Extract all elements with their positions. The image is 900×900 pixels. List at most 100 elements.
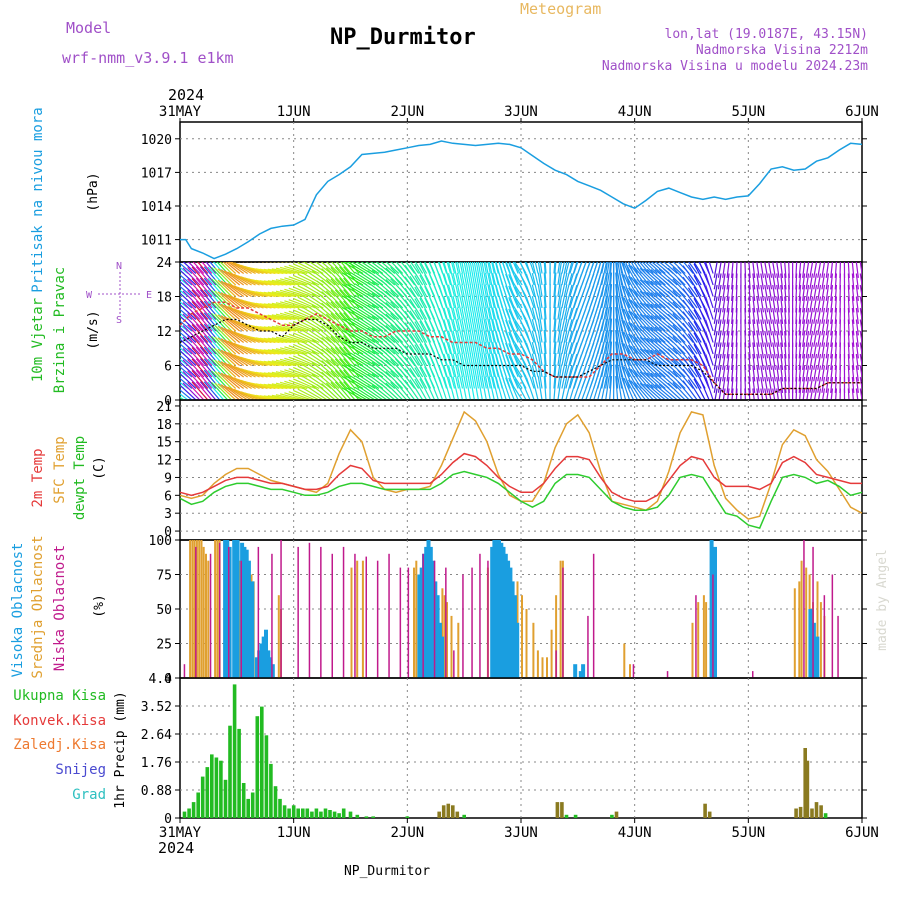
y-tick-label: 1014 [141, 200, 172, 215]
bottom-date-label: 1JUN [277, 825, 311, 841]
wind-arrow [605, 262, 607, 263]
wind-arrow [633, 346, 650, 366]
wind-arrow [514, 355, 527, 378]
y-tick-label: 24 [156, 256, 172, 271]
wind-arrow [443, 319, 452, 343]
wind-arrow [726, 365, 730, 382]
wind-arrow [297, 273, 320, 286]
wind-arrow [452, 376, 460, 400]
wind-arrow [456, 341, 464, 366]
wind-arrow [539, 262, 543, 274]
wind-arrow [726, 353, 730, 370]
wind-arrow [275, 302, 300, 309]
wind-arrow [182, 325, 201, 343]
srednja-bar [205, 553, 207, 678]
wind-arrow [537, 272, 543, 297]
niska-bar [376, 560, 379, 678]
niska-bar [433, 560, 436, 678]
wind-arrow [316, 338, 336, 355]
wind-arrow [199, 277, 217, 297]
wind-arrow [643, 279, 662, 297]
wind-arrow [615, 364, 619, 389]
wind-arrow [447, 296, 456, 320]
wind-arrow [553, 262, 557, 286]
wind-arrow [684, 262, 686, 263]
niska-bar [228, 546, 230, 678]
wind-arrow [800, 399, 801, 400]
wind-arrow [676, 262, 678, 263]
wind-arrow [279, 301, 304, 309]
wind-arrow [443, 262, 452, 286]
wind-arrow [279, 347, 304, 355]
wind-arrow [856, 399, 857, 400]
niska-bar [209, 553, 212, 678]
wind-arrow [805, 262, 810, 278]
wind-arrow [543, 295, 547, 320]
wind-arrow [279, 370, 304, 378]
wind-arrow [195, 323, 213, 343]
wind-arrow [201, 262, 213, 274]
precip-bar [214, 757, 219, 818]
top-date-label: 4JUN [618, 104, 652, 120]
wind-arrow [469, 284, 475, 309]
wind-arrow [565, 319, 573, 343]
wind-arrow [609, 353, 613, 378]
wind-arrow [717, 319, 722, 336]
wind-arrow [385, 267, 404, 286]
wind-arrow [311, 339, 332, 355]
wind-arrow [687, 264, 702, 286]
wind-arrow [625, 355, 639, 378]
wind-arrow [424, 262, 432, 274]
wind-arrow [479, 262, 483, 274]
wind-arrow [776, 365, 780, 382]
wind-arrow [772, 273, 776, 290]
wind-arrow [630, 357, 646, 378]
wind-arrow [297, 365, 320, 378]
precip-bar [371, 816, 375, 818]
wind-arrow [859, 319, 862, 335]
precip-bar [246, 798, 250, 818]
wind-arrow [772, 342, 776, 359]
wind-arrow [316, 303, 336, 320]
wind-arrow [367, 385, 388, 400]
wind-arrow [805, 376, 810, 393]
wind-arrow [271, 268, 296, 275]
wind-arrow [663, 268, 682, 286]
wind-arrow [553, 295, 557, 320]
wind-arrow [644, 262, 658, 274]
wind-arrow [438, 376, 448, 400]
srednja-bar [443, 595, 446, 678]
wind-arrow [250, 262, 252, 263]
wind-arrow [639, 359, 658, 378]
wind-arrow [442, 262, 448, 274]
top-date-label: 31MAY [159, 104, 202, 120]
wind-arrow [404, 322, 420, 343]
precip-bar [228, 725, 232, 818]
wind-arrow [224, 350, 245, 366]
precip-bar [210, 754, 214, 818]
wind-arrow [784, 296, 787, 313]
wind-arrow [456, 353, 464, 378]
wind-arrow [180, 372, 197, 389]
wind-arrow [748, 296, 751, 313]
wind-arrow [354, 363, 376, 378]
wind-arrow [772, 388, 776, 400]
wind-arrow [764, 296, 769, 313]
wind-arrow [293, 309, 316, 321]
wind-arrow [195, 266, 213, 286]
wind-arrow [350, 272, 372, 286]
wind-arrow [321, 291, 340, 309]
wind-arrow [682, 276, 698, 297]
wind-arrow [565, 262, 567, 263]
wind-arrow [531, 296, 539, 320]
wind-arrow [293, 389, 316, 400]
wind-arrow [830, 388, 834, 400]
wind-arrow [780, 319, 784, 336]
wind-arrow [207, 358, 225, 378]
y-tick-label: 3.52 [141, 700, 172, 715]
wind-arrow [817, 353, 822, 370]
wind-arrow [297, 354, 320, 367]
wind-arrow [229, 262, 248, 275]
wind-arrow [615, 295, 619, 320]
bottom-date-label: 6JUN [845, 825, 879, 841]
